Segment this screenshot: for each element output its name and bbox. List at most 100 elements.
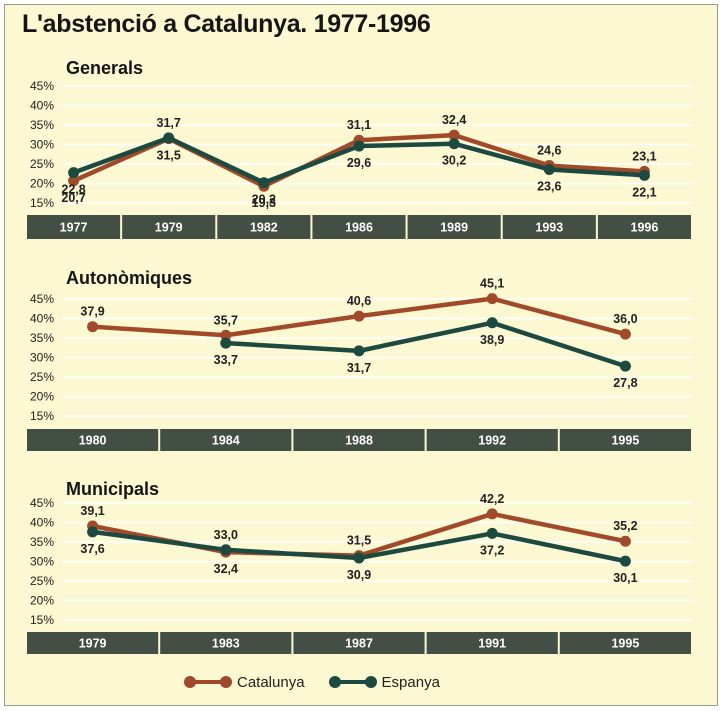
y-tick-label: 30% — [30, 138, 54, 152]
y-tick-label: 20% — [30, 594, 54, 608]
data-point-catalunya — [619, 328, 631, 340]
y-tick-label: 20% — [30, 390, 54, 404]
data-label-espanya: 33,7 — [214, 353, 238, 367]
data-label-espanya: 37,6 — [80, 542, 104, 556]
x-tick-label: 1991 — [478, 637, 506, 651]
data-point-catalunya — [448, 129, 460, 141]
x-tick-label: 1989 — [440, 221, 468, 235]
y-tick-label: 45% — [30, 292, 54, 306]
data-point-espanya — [486, 317, 498, 329]
x-axis-cell — [502, 215, 596, 239]
x-tick-label: 1987 — [345, 637, 373, 651]
data-point-catalunya — [486, 293, 498, 305]
x-axis-cell — [559, 632, 691, 654]
x-axis-cell — [217, 215, 311, 239]
x-axis-cell — [27, 429, 159, 451]
data-label-espanya: 30,1 — [613, 571, 637, 585]
data-label-catalunya: 31,5 — [157, 149, 181, 163]
data-label-espanya: 22,1 — [632, 185, 656, 199]
x-axis-cell — [160, 632, 292, 654]
data-label-espanya: 33,0 — [214, 528, 238, 542]
data-point-catalunya — [619, 535, 631, 547]
data-point-catalunya — [220, 329, 232, 341]
legend-item-espanya: Espanya — [328, 673, 440, 691]
legend: Catalunya Espanya — [184, 671, 464, 693]
data-point-catalunya — [353, 310, 365, 322]
data-point-espanya — [220, 337, 232, 349]
panel-title-autonomiques: Autonòmiques — [66, 268, 192, 288]
data-point-espanya — [68, 167, 80, 179]
data-point-catalunya — [68, 175, 80, 187]
y-tick-label: 40% — [30, 312, 54, 326]
panel-title-generals: Generals — [66, 58, 144, 78]
x-tick-label: 1979 — [155, 221, 183, 235]
data-label-catalunya: 19,3 — [252, 196, 276, 210]
data-label-catalunya: 31,1 — [347, 118, 371, 132]
data-point-espanya — [258, 177, 270, 189]
data-point-espanya — [448, 138, 460, 150]
x-tick-label: 1982 — [250, 221, 278, 235]
x-tick-label: 1983 — [212, 637, 240, 651]
x-axis-cell — [597, 215, 691, 239]
x-tick-label: 1977 — [60, 221, 88, 235]
y-tick-label: 25% — [30, 370, 54, 384]
x-axis-cell — [293, 632, 425, 654]
data-label-catalunya: 35,7 — [214, 313, 238, 327]
x-axis-cell — [27, 632, 159, 654]
data-point-espanya — [619, 555, 631, 567]
y-tick-label: 15% — [30, 409, 54, 423]
x-tick-label: 1995 — [611, 434, 639, 448]
data-label-espanya: 23,6 — [537, 179, 561, 193]
data-label-espanya: 30,2 — [442, 154, 466, 168]
data-label-espanya: 31,7 — [157, 116, 181, 130]
data-label-catalunya: 24,6 — [537, 144, 561, 158]
data-label-catalunya: 36,0 — [613, 312, 637, 326]
data-label-espanya: 37,2 — [480, 543, 504, 557]
data-point-espanya — [486, 527, 498, 539]
series-line-espanya — [223, 320, 628, 369]
legend-label-espanya: Espanya — [381, 673, 440, 691]
x-tick-label: 1992 — [478, 434, 506, 448]
data-point-espanya — [353, 140, 365, 152]
x-axis-cell — [160, 429, 292, 451]
panel-title-municipals: Municipals — [66, 479, 160, 499]
x-axis-cell — [559, 429, 691, 451]
y-tick-label: 35% — [30, 118, 54, 132]
data-label-espanya: 29,6 — [347, 156, 371, 170]
data-point-espanya — [220, 544, 232, 556]
x-tick-label: 1996 — [631, 221, 659, 235]
y-tick-label: 40% — [30, 516, 54, 530]
data-label-catalunya: 40,6 — [347, 294, 371, 308]
x-axis-cell — [122, 215, 216, 239]
x-tick-label: 1993 — [535, 221, 563, 235]
data-label-catalunya: 23,1 — [632, 149, 656, 163]
y-tick-label: 15% — [30, 613, 54, 627]
data-label-espanya: 31,7 — [347, 361, 371, 375]
y-tick-label: 20% — [30, 177, 54, 191]
y-tick-label: 15% — [30, 196, 54, 210]
data-label-espanya: 30,9 — [347, 568, 371, 582]
x-axis-cell — [407, 215, 501, 239]
x-axis-cell — [312, 215, 406, 239]
data-label-catalunya: 45,1 — [480, 277, 504, 291]
data-point-espanya — [163, 132, 175, 144]
x-axis-cell — [293, 429, 425, 451]
data-point-espanya — [87, 526, 99, 538]
data-label-espanya: 38,9 — [480, 333, 504, 347]
legend-swatch-espanya — [328, 674, 377, 690]
legend-swatch-catalunya — [184, 674, 232, 690]
data-point-espanya — [638, 169, 650, 181]
x-tick-label: 1988 — [345, 434, 373, 448]
x-tick-label: 1980 — [79, 434, 107, 448]
y-tick-label: 30% — [30, 351, 54, 365]
page-title: L'abstenció a Catalunya. 1977-1996 — [22, 10, 431, 38]
y-tick-label: 25% — [30, 574, 54, 588]
data-point-catalunya — [486, 508, 498, 520]
data-label-catalunya: 37,9 — [80, 305, 104, 319]
data-label-catalunya: 20,7 — [61, 191, 85, 205]
data-label-catalunya: 31,5 — [347, 534, 371, 548]
x-axis-cell — [426, 429, 558, 451]
x-tick-label: 1986 — [345, 221, 373, 235]
y-tick-label: 25% — [30, 157, 54, 171]
data-label-espanya: 22,8 — [61, 183, 85, 197]
